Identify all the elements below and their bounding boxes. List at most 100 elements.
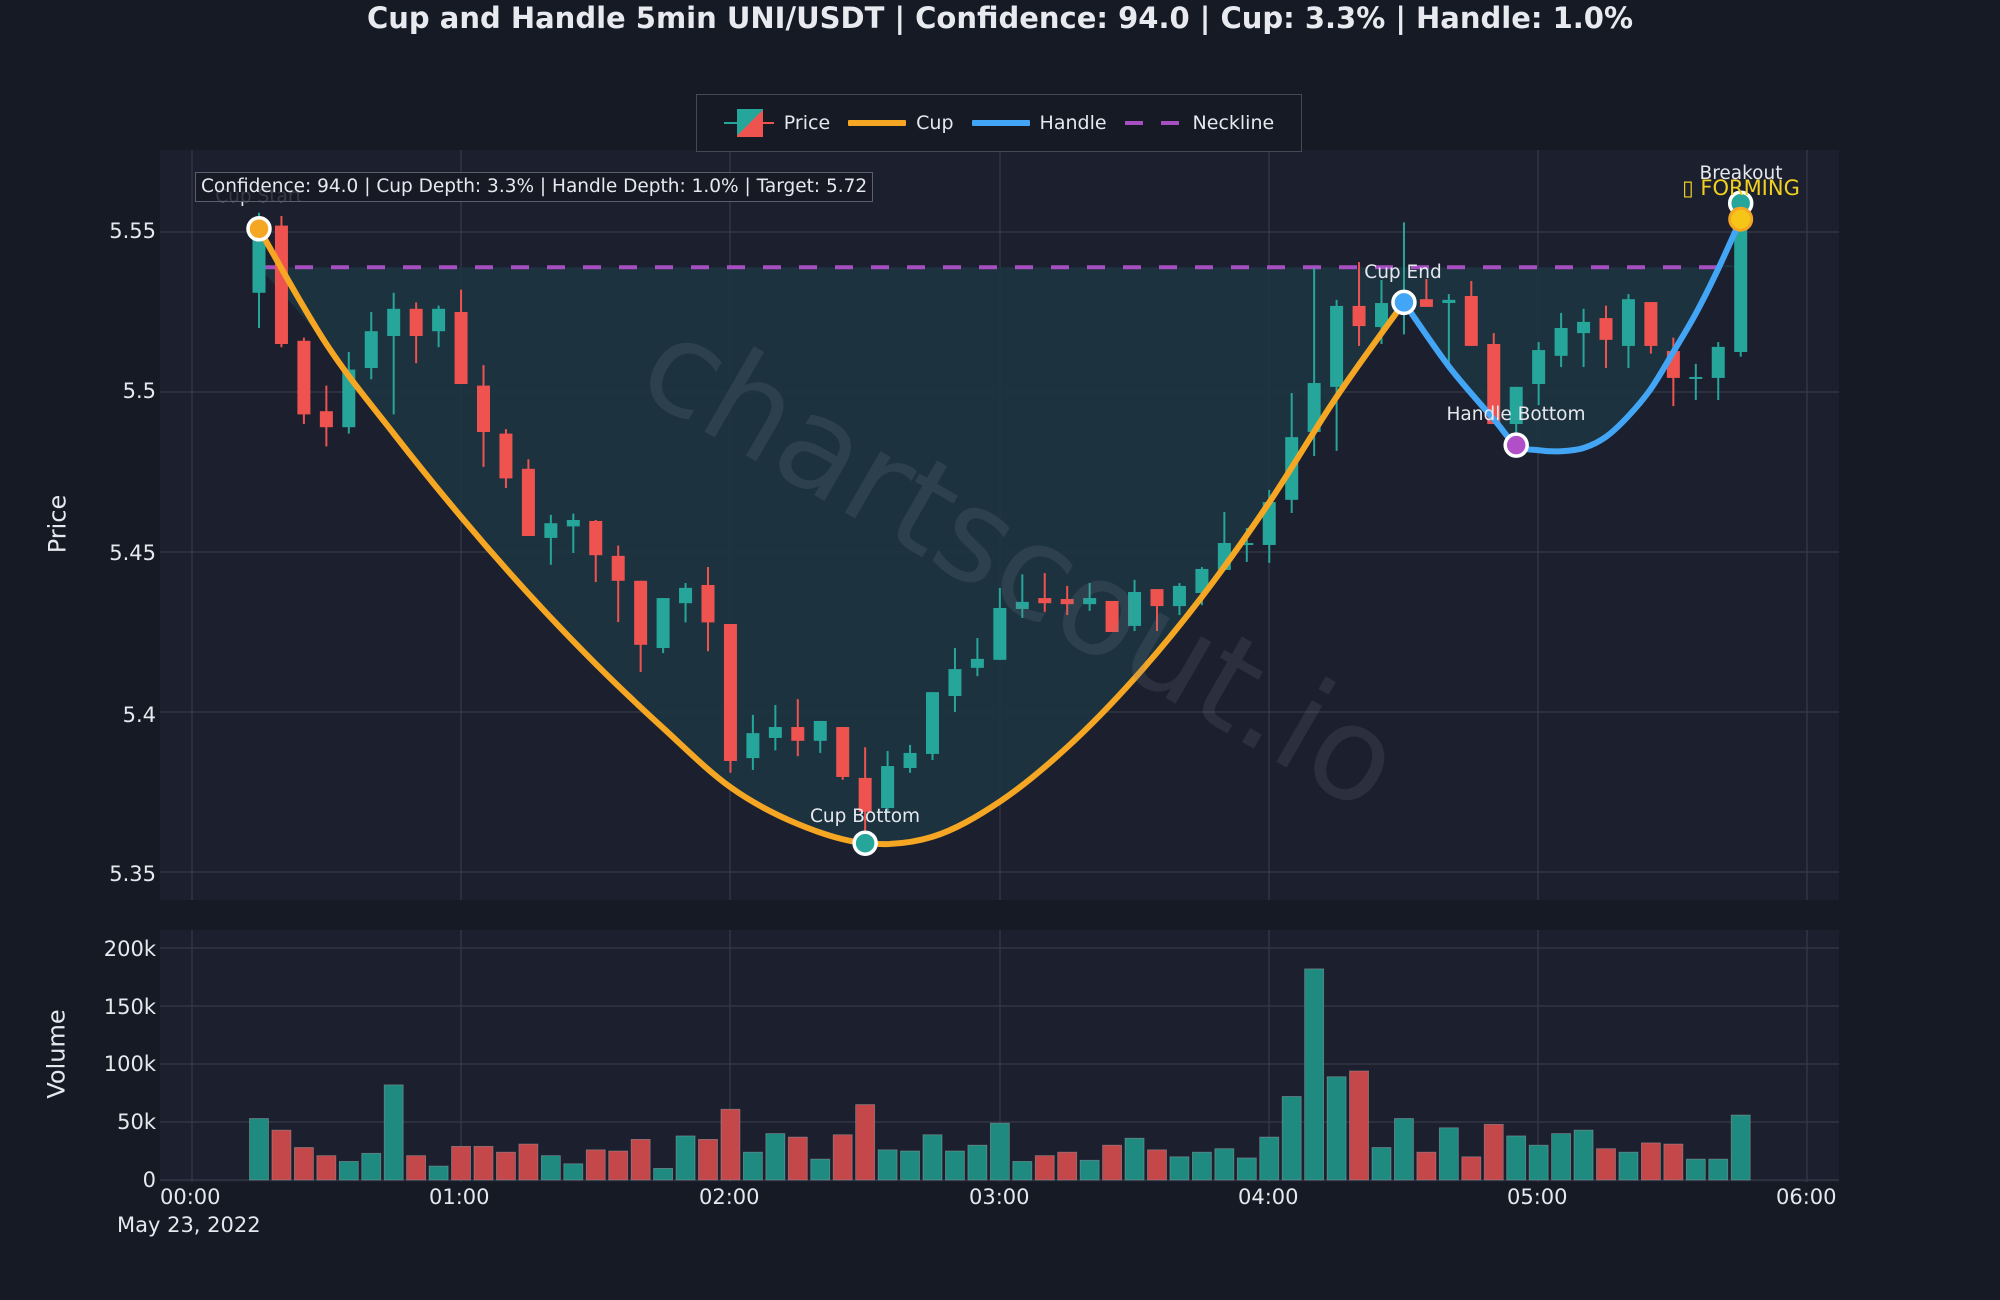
candlestick[interactable] — [1419, 279, 1433, 307]
volume-bar[interactable] — [1730, 1114, 1751, 1181]
cup-start-marker[interactable] — [246, 216, 272, 242]
volume-bar[interactable] — [810, 1158, 831, 1181]
volume-bar[interactable] — [743, 1151, 763, 1181]
volume-bar[interactable] — [1102, 1144, 1122, 1181]
volume-bar[interactable] — [383, 1084, 404, 1181]
candlestick[interactable] — [926, 692, 939, 760]
volume-bar[interactable] — [1528, 1144, 1549, 1181]
volume-bar[interactable] — [406, 1155, 427, 1181]
candlestick[interactable] — [813, 720, 827, 753]
volume-bar[interactable] — [630, 1139, 651, 1181]
volume-bar[interactable] — [608, 1150, 629, 1181]
volume-bar[interactable] — [1079, 1159, 1100, 1181]
volume-bar[interactable] — [698, 1139, 718, 1181]
candlestick[interactable] — [477, 365, 490, 467]
candlestick[interactable] — [656, 598, 670, 654]
volume-bar[interactable] — [1685, 1158, 1706, 1181]
volume-bar[interactable] — [1169, 1156, 1190, 1181]
candlestick[interactable] — [1577, 308, 1591, 368]
volume-bar[interactable] — [1371, 1147, 1392, 1181]
candlestick[interactable] — [611, 545, 625, 623]
volume-bar[interactable] — [338, 1161, 359, 1181]
volume-bar[interactable] — [653, 1168, 673, 1181]
volume-bar[interactable] — [1304, 968, 1325, 1181]
volume-bar[interactable] — [1573, 1129, 1594, 1181]
candlestick[interactable] — [499, 429, 513, 488]
candlestick[interactable] — [1352, 262, 1366, 346]
volume-bar[interactable] — [1596, 1148, 1616, 1181]
candlestick[interactable] — [1172, 583, 1186, 616]
cup-end-marker[interactable] — [1391, 289, 1417, 316]
candlestick[interactable] — [679, 583, 693, 623]
volume-bar[interactable] — [540, 1155, 561, 1181]
volume-bar[interactable] — [496, 1151, 516, 1181]
volume-bar[interactable] — [765, 1133, 786, 1181]
volume-bar[interactable] — [1461, 1156, 1482, 1181]
volume-bar[interactable] — [1259, 1136, 1280, 1181]
candlestick[interactable] — [544, 514, 558, 565]
volume-bar[interactable] — [855, 1104, 876, 1181]
candlestick[interactable] — [409, 302, 423, 364]
volume-bar[interactable] — [249, 1118, 269, 1181]
volume-bar[interactable] — [1034, 1155, 1055, 1181]
legend-item-handle[interactable]: Handle — [971, 112, 1107, 134]
candlestick[interactable] — [1711, 342, 1725, 400]
candlestick[interactable] — [364, 312, 378, 380]
candlestick[interactable] — [1554, 312, 1568, 368]
volume-bar[interactable] — [1506, 1135, 1527, 1181]
candlestick[interactable] — [768, 704, 782, 751]
candlestick[interactable] — [1464, 280, 1478, 346]
volume-bar[interactable] — [945, 1150, 965, 1181]
candlestick[interactable] — [521, 459, 535, 536]
candlestick[interactable] — [634, 580, 648, 672]
candlestick[interactable] — [1330, 299, 1344, 451]
volume-bar[interactable] — [451, 1145, 471, 1181]
candlestick[interactable] — [1442, 294, 1456, 369]
candlestick[interactable] — [1083, 583, 1097, 611]
volume-bar[interactable] — [922, 1134, 943, 1181]
volume-bar[interactable] — [1214, 1148, 1235, 1181]
volume-bar[interactable] — [1618, 1151, 1639, 1181]
candlestick[interactable] — [274, 216, 288, 348]
pattern-markers[interactable] — [246, 190, 1754, 856]
candlestick[interactable] — [319, 385, 333, 447]
candlestick[interactable] — [432, 305, 446, 348]
volume-bar[interactable] — [473, 1145, 494, 1181]
volume-bar[interactable] — [1326, 1076, 1347, 1181]
candlestick[interactable] — [1038, 573, 1052, 612]
volume-bar[interactable] — [675, 1135, 696, 1181]
candlestick[interactable] — [1644, 302, 1658, 354]
handle-bottom-marker[interactable] — [1503, 432, 1529, 458]
volume-bar[interactable] — [1124, 1137, 1145, 1181]
price-candles[interactable] — [252, 200, 1748, 846]
volume-bar[interactable] — [720, 1108, 741, 1181]
cup-bottom-marker[interactable] — [852, 830, 878, 856]
volume-bar[interactable] — [316, 1155, 337, 1181]
candlestick[interactable] — [881, 751, 895, 812]
volume-bar[interactable] — [428, 1165, 449, 1181]
candlestick[interactable] — [993, 588, 1007, 660]
volume-bar[interactable] — [832, 1134, 853, 1181]
volume-bar[interactable] — [585, 1149, 606, 1181]
candlestick[interactable] — [566, 513, 580, 553]
candlestick[interactable] — [1487, 333, 1501, 424]
volume-bar[interactable] — [1012, 1161, 1033, 1181]
volume-bar[interactable] — [1147, 1149, 1167, 1181]
candlestick[interactable] — [297, 337, 311, 424]
candlestick[interactable] — [858, 747, 872, 846]
volume-bar[interactable] — [1057, 1151, 1078, 1181]
candlestick[interactable] — [791, 699, 805, 757]
volume-bar[interactable] — [1663, 1143, 1684, 1181]
candlestick[interactable] — [836, 727, 850, 780]
volume-bar[interactable] — [1192, 1151, 1212, 1181]
candlestick[interactable] — [1307, 267, 1321, 456]
candlestick[interactable] — [723, 624, 737, 773]
volume-bar[interactable] — [900, 1150, 920, 1181]
candlestick[interactable] — [589, 520, 603, 583]
candlestick[interactable] — [1105, 600, 1119, 632]
volume-bar[interactable] — [271, 1129, 292, 1181]
volume-bar[interactable] — [967, 1144, 988, 1181]
volume-bar[interactable] — [1349, 1070, 1369, 1181]
volume-bar[interactable] — [787, 1136, 808, 1181]
